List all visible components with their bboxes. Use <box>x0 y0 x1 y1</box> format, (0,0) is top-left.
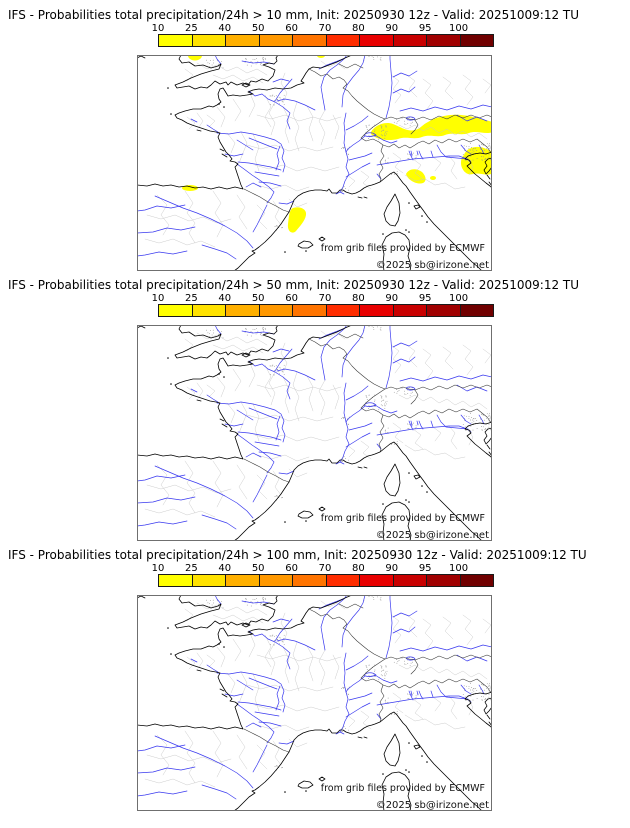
colorbar-tick-label: 10 <box>151 293 165 304</box>
colorbar-segment <box>258 35 292 46</box>
colorbar-segment <box>292 575 326 586</box>
colorbar-segment <box>459 35 493 46</box>
colorbar-segment <box>459 305 493 316</box>
colorbar-segment <box>225 305 259 316</box>
probability-colorbar <box>158 304 494 317</box>
colorbar-tick-label: 40 <box>218 23 232 34</box>
colorbar-tick-label: 80 <box>352 563 365 574</box>
colorbar-tick-labels: 10 25 40 50 60 70 80 90 95 100 <box>152 23 492 34</box>
colorbar-segment <box>191 575 225 586</box>
colorbar-segment <box>359 575 393 586</box>
colorbar-tick-label: 95 <box>418 293 432 304</box>
colorbar-tick-label: 70 <box>318 293 332 304</box>
colorbar-tick-label: 95 <box>418 23 432 34</box>
colorbar-tick-labels: 10 25 40 50 60 70 80 90 95 100 <box>152 293 492 304</box>
colorbar-segment <box>159 575 192 586</box>
colorbar-segment <box>159 305 192 316</box>
ecmwf-credit: from grib files provided by ECMWF <box>321 243 485 254</box>
colorbar-tick-label: 90 <box>385 563 399 574</box>
colorbar-segment <box>359 35 393 46</box>
forecast-panel-50mm: IFS - Probabilities total precipitation/… <box>0 270 630 542</box>
colorbar-tick-label: 100 <box>449 563 469 574</box>
probability-colorbar <box>158 574 494 587</box>
colorbar-segment <box>292 305 326 316</box>
copyright-notice: ©2025 sb@irizone.net <box>376 800 489 811</box>
map-frame <box>137 325 492 541</box>
ecmwf-credit: from grib files provided by ECMWF <box>321 783 485 794</box>
copyright-notice: ©2025 sb@irizone.net <box>376 530 489 541</box>
precipitation-map: from grib files provided by ECMWF ©2025 … <box>136 324 494 542</box>
copyright-notice: ©2025 sb@irizone.net <box>376 260 489 271</box>
panel-title: IFS - Probabilities total precipitation/… <box>8 8 580 22</box>
colorbar-segment <box>325 35 359 46</box>
ecmwf-credit: from grib files provided by ECMWF <box>321 513 485 524</box>
colorbar-segment <box>292 35 326 46</box>
colorbar-tick-label: 80 <box>352 293 365 304</box>
colorbar-segment <box>459 575 493 586</box>
colorbar-tick-label: 95 <box>418 563 432 574</box>
map-frame <box>137 595 492 811</box>
colorbar-tick-label: 100 <box>449 293 469 304</box>
colorbar-segment <box>225 575 259 586</box>
colorbar-tick-label: 60 <box>285 563 298 574</box>
colorbar-tick-label: 25 <box>185 563 198 574</box>
colorbar-segment <box>426 305 460 316</box>
precipitation-map: from grib files provided by ECMWF ©2025 … <box>136 594 494 812</box>
colorbar-tick-label: 60 <box>285 23 298 34</box>
colorbar-segment <box>392 575 426 586</box>
colorbar-tick-label: 10 <box>151 23 165 34</box>
colorbar-segment <box>392 35 426 46</box>
colorbar-tick-label: 60 <box>285 293 298 304</box>
forecast-panel-10mm: IFS - Probabilities total precipitation/… <box>0 0 630 272</box>
colorbar-tick-label: 70 <box>318 23 332 34</box>
colorbar-tick-label: 90 <box>385 23 399 34</box>
colorbar-tick-label: 25 <box>185 23 198 34</box>
colorbar-segment <box>426 35 460 46</box>
colorbar-tick-label: 50 <box>251 23 265 34</box>
panel-title: IFS - Probabilities total precipitation/… <box>8 278 580 292</box>
colorbar-segment <box>258 305 292 316</box>
colorbar-segment <box>191 35 225 46</box>
colorbar-segment <box>392 305 426 316</box>
colorbar-segment <box>191 305 225 316</box>
colorbar-tick-label: 10 <box>151 563 165 574</box>
colorbar-tick-label: 40 <box>218 563 232 574</box>
colorbar-segment <box>426 575 460 586</box>
panel-title: IFS - Probabilities total precipitation/… <box>8 548 587 562</box>
colorbar-tick-label: 25 <box>185 293 198 304</box>
colorbar-tick-label: 70 <box>318 563 332 574</box>
colorbar-tick-label: 100 <box>449 23 469 34</box>
colorbar-tick-labels: 10 25 40 50 60 70 80 90 95 100 <box>152 563 492 574</box>
probability-colorbar <box>158 34 494 47</box>
colorbar-segment <box>325 305 359 316</box>
colorbar-segment <box>325 575 359 586</box>
colorbar-tick-label: 80 <box>352 23 365 34</box>
colorbar-tick-label: 40 <box>218 293 232 304</box>
precipitation-map: from grib files provided by ECMWF ©2025 … <box>136 50 494 272</box>
colorbar-segment <box>225 35 259 46</box>
colorbar-segment <box>359 305 393 316</box>
colorbar-tick-label: 50 <box>251 563 265 574</box>
colorbar-tick-label: 50 <box>251 293 265 304</box>
map-frame <box>137 55 492 271</box>
colorbar-tick-label: 90 <box>385 293 399 304</box>
forecast-panel-100mm: IFS - Probabilities total precipitation/… <box>0 540 630 812</box>
colorbar-segment <box>258 575 292 586</box>
colorbar-segment <box>159 35 192 46</box>
